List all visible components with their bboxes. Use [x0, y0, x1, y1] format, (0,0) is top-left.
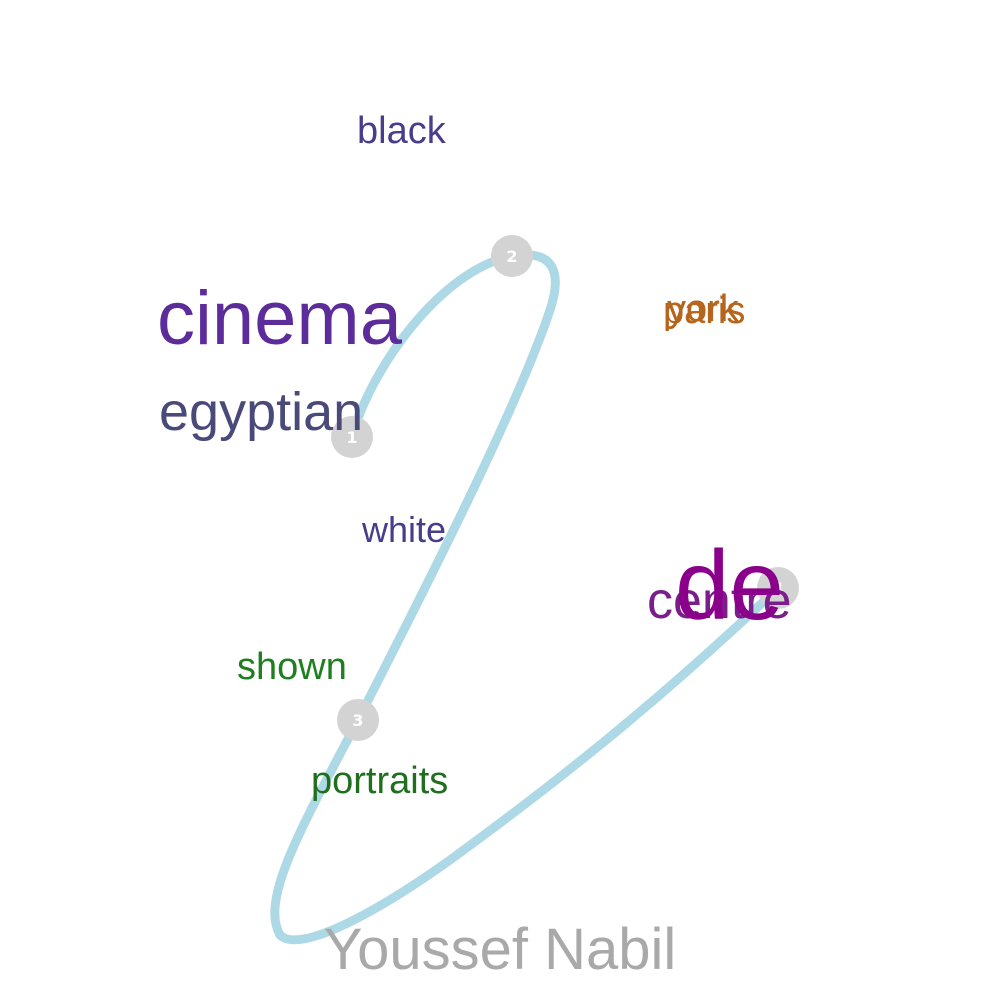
word-portraits: portraits: [311, 760, 448, 802]
marker-1: 1: [331, 416, 373, 458]
artist-name-caption: Youssef Nabil: [324, 917, 677, 982]
marker-3: 3: [337, 699, 379, 741]
marker-3-label: 3: [352, 711, 363, 730]
marker-4: 4: [757, 567, 799, 609]
marker-2-label: 2: [506, 247, 517, 266]
marker-4-label: 4: [772, 579, 783, 598]
word-cinema: cinema: [157, 276, 403, 361]
word-york: york: [667, 288, 740, 330]
word-paris: paris: [663, 290, 745, 332]
marker-2: 2: [491, 235, 533, 277]
word-egyptian: egyptian: [159, 382, 363, 442]
marker-1-label: 1: [346, 428, 357, 447]
word-white: white: [361, 509, 446, 550]
word-shown: shown: [237, 646, 347, 688]
word-centre: centre: [647, 572, 792, 630]
word-black: black: [357, 110, 447, 152]
word-de: de: [675, 530, 784, 640]
